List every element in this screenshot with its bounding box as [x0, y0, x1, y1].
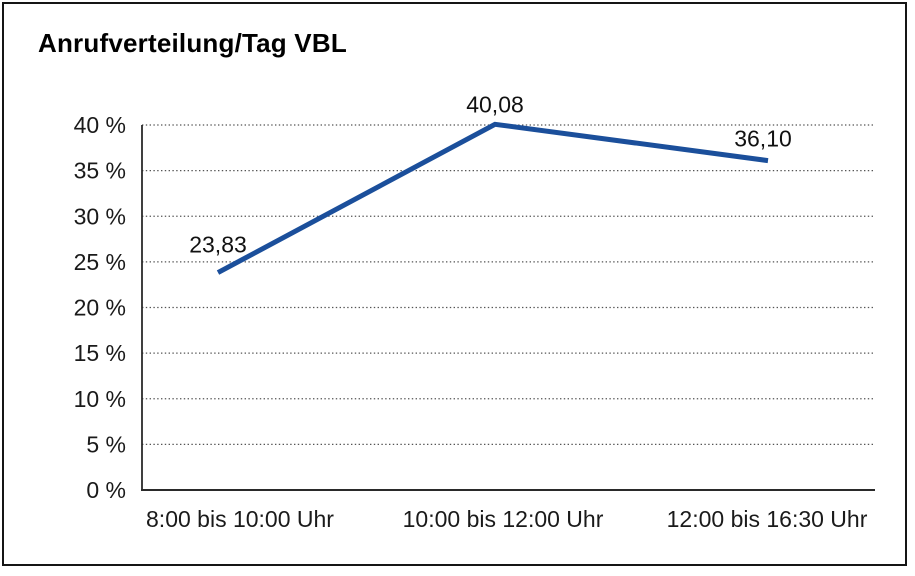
data-series: [216, 121, 769, 275]
gridlines: [142, 124, 873, 445]
data-point-label: 23,83: [189, 232, 247, 258]
x-axis-labels: 8:00 bis 10:00 Uhr 10:00 bis 12:00 Uhr 12:…: [146, 506, 868, 532]
y-tick-label: 10 %: [74, 386, 126, 412]
y-tick-label: 25 %: [74, 249, 126, 275]
x-tick-label: 10:00 bis 12:00 Uhr: [403, 506, 604, 532]
x-tick-label: 8:00 bis 10:00 Uhr: [146, 506, 334, 532]
y-tick-label: 5 %: [86, 431, 126, 457]
data-point-label: 40,08: [466, 91, 524, 117]
y-tick-label: 40 %: [74, 112, 126, 138]
axes: [141, 125, 875, 491]
chart-title: Anrufverteilung/Tag VBL: [38, 28, 347, 58]
series-line: [216, 121, 769, 275]
data-point-label: 36,10: [734, 126, 792, 152]
x-tick-label: 12:00 bis 16:30 Uhr: [667, 506, 868, 532]
y-tick-label: 0 %: [86, 477, 126, 503]
chart-frame: [2, 2, 907, 566]
y-axis-labels: 0 % 5 % 10 % 15 % 20 % 25 % 30 % 35 % 40 %: [74, 112, 126, 503]
data-labels: 23,83 40,08 36,10: [189, 91, 792, 257]
y-tick-label: 35 %: [74, 158, 126, 184]
y-tick-label: 30 %: [74, 203, 126, 229]
y-tick-label: 15 %: [74, 340, 126, 366]
y-tick-label: 20 %: [74, 295, 126, 321]
